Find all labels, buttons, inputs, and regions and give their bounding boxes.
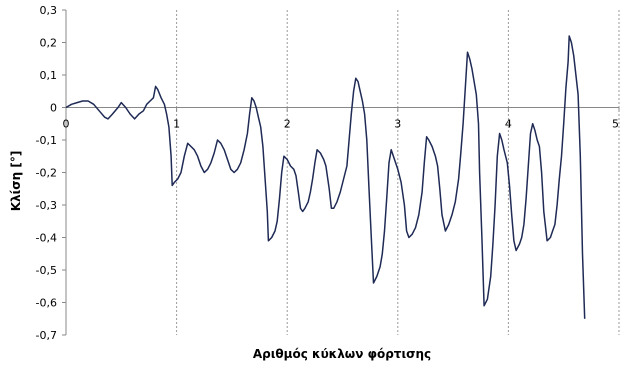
series-group <box>65 35 586 319</box>
y-tick-label: -0,2 <box>36 167 57 180</box>
y-tick-label: -0,6 <box>36 297 57 310</box>
x-tick-labels: 0 1 2 3 4 5 <box>63 118 620 131</box>
y-tick-label: -0,5 <box>36 264 57 277</box>
x-tick-label: 3 <box>394 118 401 131</box>
x-tick-label: 4 <box>505 118 512 131</box>
y-tick-label: 0,1 <box>40 69 58 82</box>
series-line <box>65 35 586 319</box>
y-tick-label: -0,7 <box>36 329 57 342</box>
x-axis-title: Αριθμός κύκλων φόρτισης <box>253 347 431 361</box>
y-tick-labels: 0,3 0,2 0,1 0 -0,1 -0,2 -0,3 -0,4 -0,5 -0,6 -0,7 <box>36 4 57 342</box>
y-tick-label: 0,2 <box>40 37 58 50</box>
axes <box>62 9 620 336</box>
y-tick-label: 0 <box>50 102 57 115</box>
x-tick-label: 0 <box>63 118 70 131</box>
y-axis-title: Κλίση [°] <box>9 151 23 212</box>
x-tick-label: 5 <box>612 118 619 131</box>
y-tick-label: 0,3 <box>40 4 58 17</box>
y-tick-label: -0,4 <box>36 232 57 245</box>
y-tick-label: -0,1 <box>36 134 57 147</box>
x-tick-label: 1 <box>173 118 180 131</box>
y-tick-label: -0,3 <box>36 199 57 212</box>
x-tick-label: 2 <box>284 118 291 131</box>
